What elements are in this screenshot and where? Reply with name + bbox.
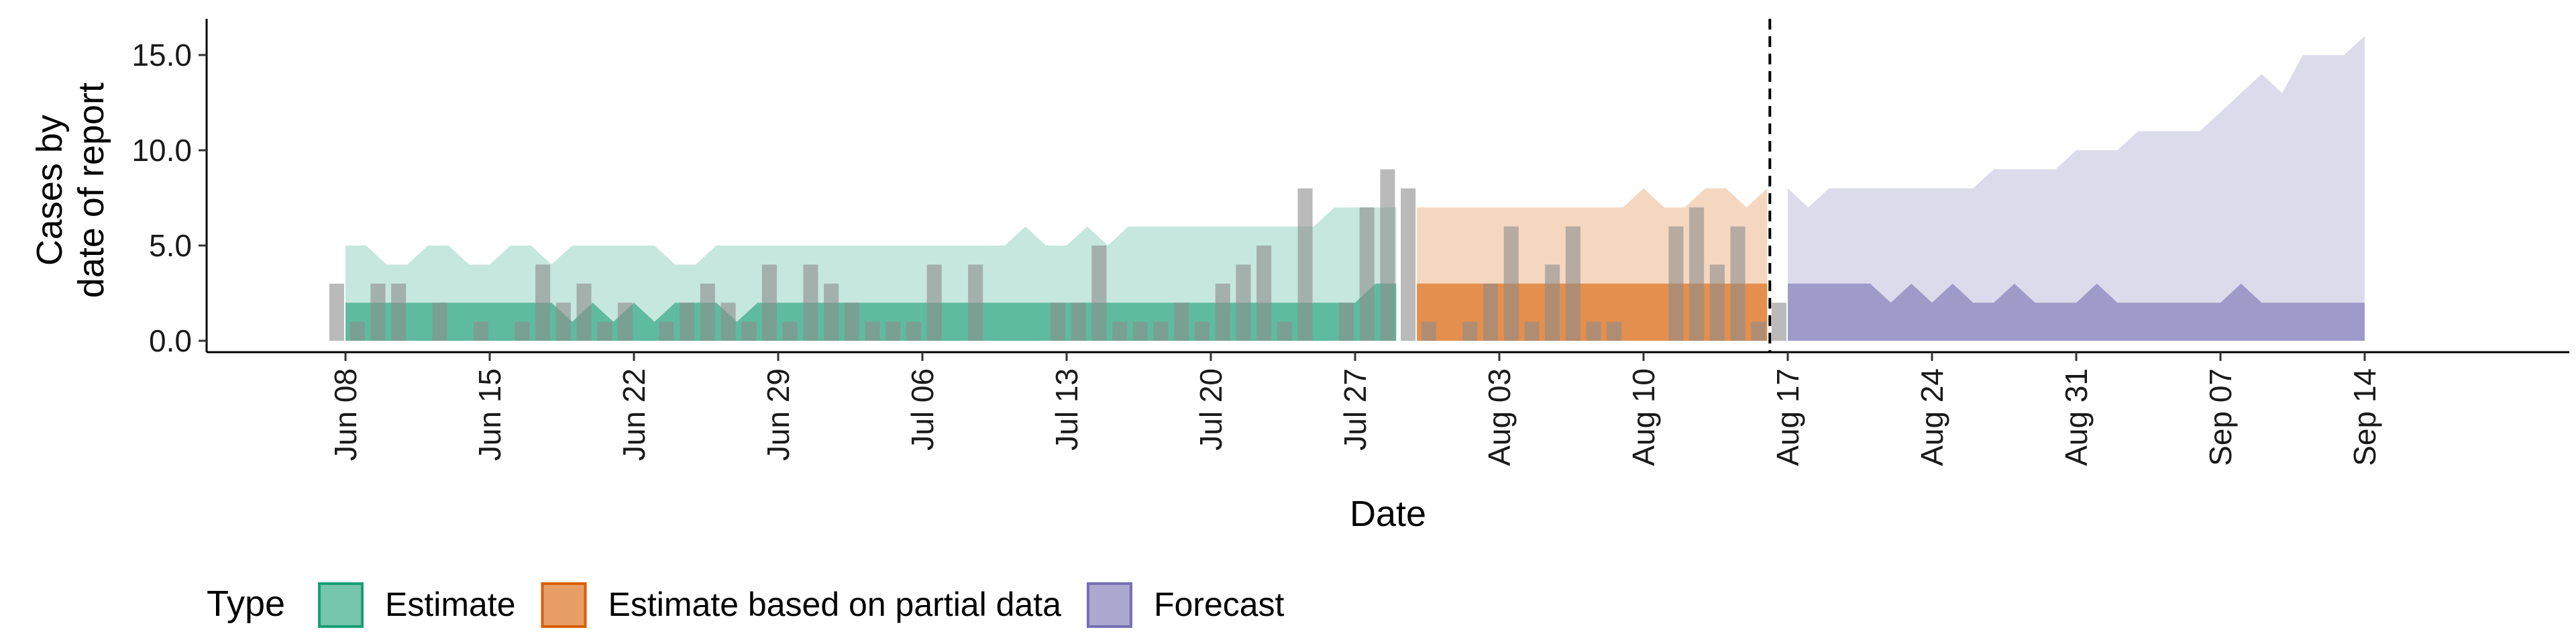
observed-cases-bar [515,321,530,341]
observed-cases-bar [885,321,901,341]
observed-cases-bar [1071,303,1086,341]
x-tick-label: Jul 20 [1193,368,1228,451]
x-tick-label: Jul 13 [1049,368,1084,451]
legend: Type Estimate Estimate based on partial da… [207,582,1285,628]
observed-cases-bar [1401,188,1416,341]
observed-cases-bar [1668,226,1684,341]
observed-cases-bar [370,283,386,341]
observed-cases-bar [350,321,365,341]
observed-cases-bar [1174,303,1189,341]
legend-title: Type [207,584,285,624]
x-tick-label: Sep 14 [2347,368,2382,466]
y-tick-label: 15.0 [131,38,192,72]
observed-cases-bar [700,283,715,341]
x-tick-label: Jun 15 [472,368,507,461]
forecast-outer-band [1788,36,2365,341]
observed-cases-bar [1421,321,1436,341]
legend-swatch [1086,582,1132,628]
observed-cases-bar [1338,303,1354,341]
y-tick-label: 5.0 [149,228,192,263]
observed-cases-bar [1215,283,1230,341]
x-axis-title: Date [1350,494,1426,534]
observed-cases-bar [555,303,571,341]
observed-cases-bar [1153,321,1169,341]
axes-layer: 0.0 5.0 10.0 15.0 Jun 08 Jun 15 Jun 22 Jun 29 Ju… [30,19,2569,534]
observed-cases-bar [1462,321,1478,341]
legend-label: Forecast [1154,586,1285,623]
legend-swatch [318,582,364,628]
observed-cases-bar [844,303,859,341]
observed-cases-bar [1709,264,1725,341]
observed-cases-bar [1194,321,1210,341]
observed-cases-bar [926,264,942,341]
x-tick-label: Aug 31 [2059,368,2094,466]
observed-cases-bar [782,321,798,341]
observed-cases-bar [824,283,839,341]
x-tick-label: Aug 03 [1482,368,1517,466]
observed-cases-bar [1091,246,1107,341]
observed-cases-bar [617,303,633,341]
observed-cases-bar [597,321,612,341]
x-tick-label: Sep 07 [2203,368,2238,466]
observed-cases-bar [906,321,921,341]
x-tick-label: Jun 29 [761,368,796,461]
observed-cases-bar [741,321,757,341]
observed-cases-bar [1545,264,1560,341]
observed-cases-bar [659,321,674,341]
observed-cases-bar [1751,321,1766,341]
observed-cases-bar [576,283,592,341]
observed-cases-bar [720,303,736,341]
x-tick-label: Jul 06 [905,368,940,451]
observed-cases-bar [1050,303,1065,341]
x-tick-label: Jun 22 [616,368,651,461]
observed-cases-bar [761,264,777,341]
observed-cases-bar [329,283,344,341]
observed-cases-bar [1380,169,1395,341]
observed-cases-bar [1771,303,1786,341]
band-layer [345,36,2365,341]
x-tick-label: Aug 17 [1770,368,1805,466]
observed-cases-bar [1565,226,1580,341]
observed-cases-bar [1132,321,1148,341]
observed-cases-bar [473,321,488,341]
forecast-inner-band [1788,283,2365,341]
observed-cases-bar [1524,321,1540,341]
y-tick-label: 10.0 [131,133,192,168]
observed-cases-bar [535,264,551,341]
observed-cases-bar [865,321,880,341]
observed-cases-bar [1689,207,1705,341]
observed-cases-bar [1236,264,1251,341]
observed-cases-bar [1586,321,1601,341]
observed-cases-bar [1483,283,1498,341]
legend-label: Estimate [385,586,516,623]
x-tick-label: Jul 27 [1338,368,1373,451]
x-tick-label: Jun 08 [328,368,363,461]
observed-cases-bar [1359,207,1375,341]
x-tick-label: Aug 24 [1915,368,1949,466]
y-tick-label: 0.0 [149,323,192,358]
observed-bars-layer [329,169,1786,341]
observed-cases-bar [432,303,447,341]
observed-cases-bar [968,264,983,341]
legend-swatch [541,582,587,628]
x-tick-label: Aug 10 [1626,368,1661,466]
observed-cases-bar [1730,226,1746,341]
observed-cases-bar [1503,226,1519,341]
observed-cases-bar [1277,321,1292,341]
observed-cases-bar [1297,188,1313,341]
observed-cases-bar [803,264,818,341]
legend-label: Estimate based on partial data [608,586,1062,623]
observed-cases-bar [1256,246,1272,341]
observed-cases-bar [391,283,407,341]
observed-cases-bar [1112,321,1128,341]
y-axis-title: Cases bydate of report [30,83,111,298]
observed-cases-bar [680,303,695,341]
observed-cases-bar [1607,321,1622,341]
